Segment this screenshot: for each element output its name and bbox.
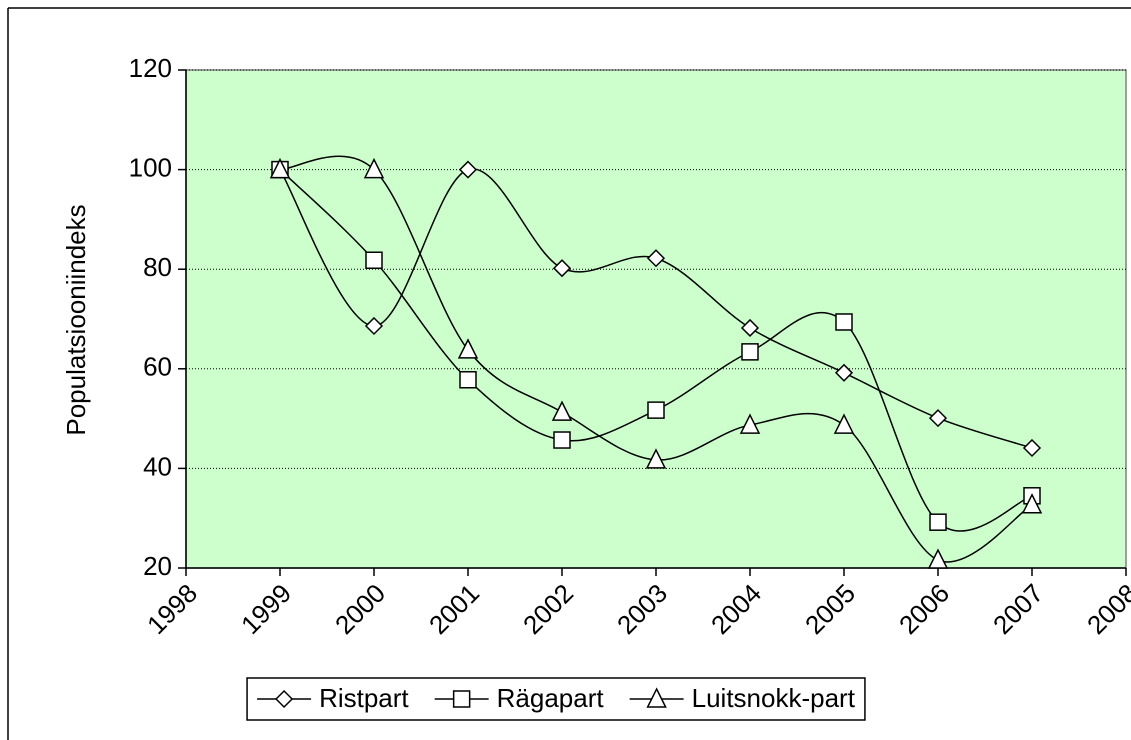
- marker: [646, 687, 667, 708]
- marker: [365, 251, 383, 269]
- marker: [927, 548, 949, 569]
- y-tick-label: 120: [129, 53, 172, 83]
- marker: [275, 689, 294, 709]
- marker: [834, 363, 854, 382]
- marker: [1022, 438, 1042, 458]
- y-tick-label: 40: [143, 451, 172, 481]
- marker: [364, 316, 384, 336]
- marker: [452, 690, 471, 708]
- marker: [645, 448, 667, 469]
- marker: [647, 401, 665, 419]
- y-tick-label: 60: [143, 352, 172, 382]
- marker: [1021, 493, 1043, 514]
- marker: [833, 413, 855, 434]
- marker: [835, 313, 853, 331]
- marker: [457, 338, 479, 359]
- legend-item: Rägapart: [434, 683, 605, 713]
- legend: [246, 677, 866, 721]
- marker: [458, 160, 478, 179]
- y-tick-label: 80: [143, 252, 172, 282]
- marker: [739, 413, 761, 434]
- y-tick-label: 20: [143, 551, 172, 581]
- legend-label: Ristpart: [319, 683, 409, 713]
- marker: [551, 400, 573, 421]
- marker: [459, 371, 477, 389]
- marker: [269, 157, 291, 179]
- y-tick-label: 100: [129, 152, 172, 182]
- marker: [928, 409, 948, 428]
- marker: [363, 157, 385, 179]
- legend-item: Ristpart: [257, 683, 409, 713]
- plot-area: [185, 69, 1127, 569]
- marker: [741, 343, 759, 361]
- marker: [646, 249, 666, 268]
- y-axis-label: Populatsiooniindeks: [61, 204, 91, 435]
- marker: [552, 259, 572, 278]
- legend-item: Luitsnokk-part: [629, 683, 856, 713]
- legend-label: Rägapart: [497, 683, 605, 713]
- marker: [740, 318, 760, 338]
- legend-label: Luitsnokk-part: [692, 683, 856, 713]
- marker: [553, 431, 571, 449]
- marker: [929, 513, 947, 531]
